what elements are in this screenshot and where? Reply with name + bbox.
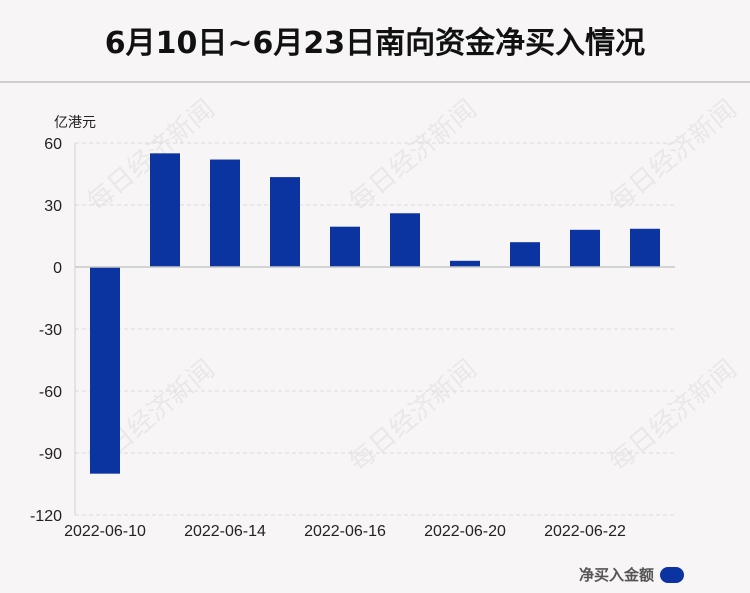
bar: [210, 159, 240, 267]
bar: [330, 226, 360, 267]
bar: [270, 177, 300, 267]
bar: [510, 242, 540, 267]
bar: [390, 213, 420, 267]
y-tick-label: -60: [39, 384, 62, 401]
y-tick-label: -120: [30, 508, 62, 525]
bar: [150, 153, 180, 267]
y-tick-label: 0: [53, 260, 62, 277]
bar: [450, 260, 480, 267]
bar: [570, 229, 600, 267]
x-tick-label: 2022-06-10: [64, 523, 146, 540]
x-tick-label: 2022-06-14: [184, 523, 266, 540]
y-tick-label: 60: [44, 136, 62, 153]
y-tick-label: -30: [39, 322, 62, 339]
y-axis-unit: 亿港元: [54, 115, 96, 131]
chart-title: 6月10日~6月23日南向资金净买入情况: [104, 26, 646, 61]
x-tick-label: 2022-06-20: [424, 523, 506, 540]
bar: [630, 228, 660, 267]
title-divider: [0, 81, 750, 83]
x-tick-label: 2022-06-16: [304, 523, 386, 540]
legend: 净买入金额: [579, 564, 684, 585]
legend-swatch: [660, 566, 684, 583]
y-tick-label: -90: [39, 446, 62, 463]
bar: [90, 267, 120, 474]
x-tick-label: 2022-06-22: [544, 523, 626, 540]
y-tick-label: 30: [44, 198, 62, 215]
legend-label: 净买入金额: [578, 566, 654, 584]
